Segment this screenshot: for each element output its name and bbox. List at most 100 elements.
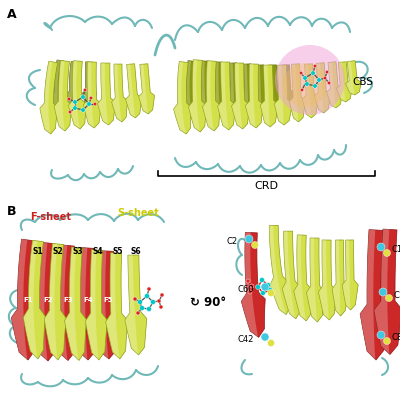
Polygon shape [32, 242, 58, 361]
Polygon shape [254, 65, 262, 113]
Text: S1: S1 [33, 248, 43, 257]
Text: C16: C16 [394, 291, 400, 299]
Polygon shape [66, 61, 76, 112]
Polygon shape [183, 61, 192, 119]
Circle shape [248, 290, 252, 294]
Polygon shape [332, 240, 348, 316]
Polygon shape [52, 245, 68, 361]
Text: S3: S3 [73, 248, 83, 257]
Polygon shape [241, 232, 259, 337]
Circle shape [268, 339, 274, 346]
Polygon shape [274, 65, 292, 125]
Polygon shape [290, 64, 306, 122]
Circle shape [268, 289, 274, 297]
Polygon shape [44, 244, 58, 360]
Polygon shape [332, 240, 341, 316]
Polygon shape [54, 61, 65, 131]
Polygon shape [246, 64, 256, 128]
Circle shape [256, 284, 260, 289]
Polygon shape [174, 61, 192, 134]
Circle shape [147, 287, 151, 291]
Circle shape [261, 283, 269, 291]
Polygon shape [282, 231, 300, 319]
Polygon shape [98, 63, 109, 125]
Text: ↻ 90°: ↻ 90° [190, 295, 226, 308]
Circle shape [252, 242, 258, 249]
Circle shape [299, 71, 303, 75]
Circle shape [73, 106, 77, 110]
Polygon shape [336, 62, 352, 102]
Polygon shape [66, 61, 80, 112]
Text: S-sheet: S-sheet [117, 208, 159, 218]
Polygon shape [106, 253, 128, 359]
Polygon shape [374, 229, 400, 354]
Text: F-sheet: F-sheet [30, 212, 71, 222]
Circle shape [138, 299, 142, 305]
Polygon shape [84, 62, 101, 128]
Polygon shape [82, 62, 96, 110]
Polygon shape [274, 65, 284, 125]
Circle shape [313, 64, 317, 68]
Polygon shape [188, 60, 206, 132]
Text: B: B [7, 205, 16, 218]
Polygon shape [82, 62, 91, 110]
Polygon shape [306, 238, 318, 322]
Polygon shape [125, 255, 139, 355]
Polygon shape [84, 62, 94, 128]
Circle shape [89, 96, 93, 100]
Text: S5: S5 [113, 248, 123, 257]
Circle shape [384, 337, 390, 345]
Polygon shape [11, 239, 37, 360]
Circle shape [266, 282, 270, 287]
Circle shape [87, 102, 91, 106]
Polygon shape [112, 64, 122, 122]
Circle shape [300, 88, 304, 92]
Circle shape [283, 63, 327, 107]
Polygon shape [51, 60, 60, 116]
Polygon shape [269, 225, 290, 314]
Polygon shape [246, 64, 263, 128]
Polygon shape [327, 62, 336, 108]
Polygon shape [342, 240, 358, 310]
Text: CRD: CRD [254, 181, 278, 191]
Circle shape [261, 333, 269, 341]
Polygon shape [336, 62, 346, 102]
Circle shape [93, 102, 97, 106]
Polygon shape [227, 63, 235, 115]
Polygon shape [280, 65, 288, 109]
Circle shape [67, 97, 71, 101]
Circle shape [157, 299, 161, 303]
Circle shape [327, 81, 331, 85]
Circle shape [140, 305, 144, 310]
Text: CBS: CBS [352, 77, 373, 87]
Polygon shape [306, 238, 324, 322]
Text: C88: C88 [392, 333, 400, 343]
Circle shape [68, 110, 72, 114]
Circle shape [377, 243, 385, 251]
Circle shape [81, 95, 85, 99]
Polygon shape [73, 248, 99, 360]
Text: S4: S4 [93, 248, 103, 257]
Text: C2: C2 [227, 238, 238, 246]
Circle shape [377, 331, 385, 339]
Polygon shape [112, 64, 128, 122]
Polygon shape [290, 64, 298, 122]
Circle shape [250, 284, 254, 288]
Circle shape [245, 235, 253, 243]
Circle shape [81, 108, 85, 112]
Text: C42: C42 [238, 335, 254, 345]
Polygon shape [294, 235, 312, 321]
Polygon shape [254, 65, 268, 113]
Polygon shape [23, 240, 38, 359]
Polygon shape [125, 255, 147, 355]
Text: S2: S2 [53, 248, 63, 257]
Polygon shape [198, 61, 212, 117]
Polygon shape [269, 225, 286, 315]
Circle shape [83, 88, 87, 92]
Circle shape [305, 82, 309, 86]
Text: C60: C60 [238, 286, 254, 295]
Circle shape [313, 84, 317, 88]
Polygon shape [212, 62, 226, 116]
Polygon shape [183, 61, 197, 119]
Text: F2: F2 [43, 297, 53, 303]
